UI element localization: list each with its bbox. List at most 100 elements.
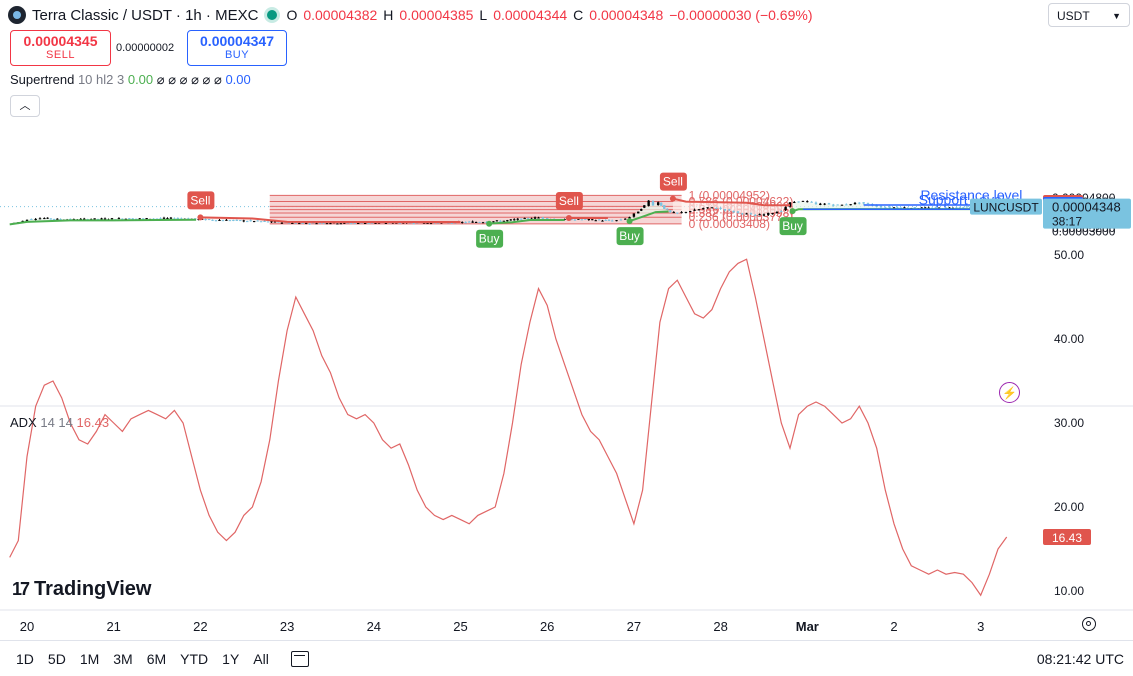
range-ytd[interactable]: YTD — [180, 650, 209, 667]
time-axis-label: 24 — [367, 619, 381, 634]
candle-body — [762, 214, 766, 216]
supertrend-legend[interactable]: Supertrend 10 hl2 3 0.00 ⌀ ⌀ ⌀ ⌀ ⌀ ⌀ 0.0… — [10, 72, 251, 88]
candle-body — [693, 209, 696, 211]
chart-canvas[interactable]: 1 (0.00004952)0.786 (0.00004622)0.618 (0… — [0, 0, 1133, 640]
candle-body — [426, 222, 429, 224]
candle-body — [353, 222, 356, 224]
candle-body — [360, 222, 363, 224]
candle-body — [166, 218, 169, 220]
candle-body — [46, 217, 49, 219]
candle-body — [43, 218, 46, 220]
candle-body — [398, 222, 402, 224]
candle-body — [563, 218, 566, 220]
range-6m[interactable]: 6M — [146, 650, 167, 667]
candle-body — [481, 222, 485, 224]
candle-body — [30, 219, 33, 221]
candle-body — [287, 222, 291, 224]
range-5d[interactable]: 5D — [47, 650, 66, 667]
symbol-title[interactable]: Terra Classic / USDT · 1h · MEXC — [32, 6, 259, 24]
candle-body — [607, 219, 611, 221]
candle-body — [523, 217, 526, 219]
currency-select[interactable]: USDT ▼ — [1048, 3, 1130, 27]
candle-body — [218, 219, 221, 221]
candle-body — [69, 218, 72, 220]
candle-body — [519, 218, 523, 220]
candle-body — [131, 218, 134, 220]
candle-body — [232, 219, 235, 221]
calendar-range-icon[interactable] — [290, 650, 309, 667]
candle-body — [899, 207, 903, 209]
adx-axis-label: 50.00 — [1054, 248, 1084, 262]
gear-icon[interactable] — [1082, 617, 1096, 631]
candle-body — [845, 204, 848, 206]
range-1m[interactable]: 1M — [79, 650, 100, 667]
collapse-legend-button[interactable]: ︿ — [10, 95, 40, 117]
lightning-icon[interactable]: ⚡ — [999, 382, 1020, 403]
candle-body — [637, 211, 640, 214]
candle-body — [706, 207, 709, 209]
candle-body — [270, 221, 273, 223]
candle-body — [823, 203, 826, 205]
candle-body — [110, 218, 114, 220]
fibonacci-retracement[interactable]: 1 (0.00004952)0.786 (0.00004622)0.618 (0… — [269, 188, 794, 231]
candle-body — [339, 223, 343, 225]
signal-dot — [565, 214, 572, 221]
range-1y[interactable]: 1Y — [222, 650, 240, 667]
candle-body — [239, 220, 242, 222]
time-axis-label: 2 — [890, 619, 897, 634]
last-price-text: 0.00004348 — [1052, 200, 1121, 215]
candle-body — [754, 214, 757, 216]
candle-body — [176, 218, 180, 220]
tradingview-logo[interactable]: 17 TradingView — [12, 578, 151, 601]
chevron-down-icon: ▼ — [1112, 11, 1121, 21]
buy-button[interactable]: 0.00004347 BUY — [187, 30, 287, 66]
candle-body — [225, 219, 228, 221]
candle-body — [256, 220, 259, 222]
candle-body — [311, 222, 315, 224]
symbol-tag-text: LUNCUSDT — [973, 201, 1039, 215]
buy-signal-label: Buy — [479, 232, 500, 246]
adx-legend[interactable]: ADX 14 14 16.43 — [10, 415, 109, 430]
candle-body — [211, 219, 214, 221]
candle-body — [797, 201, 800, 203]
candle-body — [374, 222, 377, 224]
candle-body — [684, 211, 688, 213]
candle-body — [100, 218, 103, 220]
candle-body — [580, 219, 584, 221]
candle-body — [377, 222, 381, 224]
candle-body — [56, 218, 59, 220]
fib-level-label: 0 (0.00003408) — [689, 217, 770, 231]
candle-body — [810, 201, 813, 203]
signal-dot — [486, 220, 493, 227]
range-1d[interactable]: 1D — [16, 650, 34, 667]
candle-body — [474, 221, 478, 223]
candle-body — [93, 218, 96, 220]
candle-body — [924, 207, 927, 209]
brand-name: TradingView — [34, 578, 152, 600]
adx-line — [9, 258, 1008, 597]
adx-axis-label: 10.00 — [1054, 584, 1084, 598]
candle-body — [350, 223, 353, 225]
candle-body — [632, 213, 636, 217]
candle-body — [702, 208, 705, 210]
candle-body — [96, 218, 100, 220]
candle-body — [25, 219, 29, 221]
range-3m[interactable]: 3M — [113, 650, 133, 667]
candle-body — [422, 222, 426, 224]
sell-button[interactable]: 0.00004345 SELL — [10, 30, 111, 66]
candle-body — [318, 222, 322, 224]
range-all[interactable]: All — [253, 650, 269, 667]
candle-body — [266, 221, 270, 223]
candle-body — [370, 222, 374, 224]
candle-body — [903, 207, 906, 209]
candle-body — [958, 207, 962, 209]
adx-axis-label: 30.00 — [1054, 416, 1084, 430]
candle-body — [291, 222, 294, 224]
candle-body — [591, 219, 594, 221]
adx-name: ADX — [10, 415, 37, 430]
candle-body — [356, 223, 360, 225]
utc-clock[interactable]: 08:21:42 UTC — [1036, 651, 1124, 667]
axes: 0.000048000.000046000.000044000.00004200… — [20, 191, 1131, 634]
low-value: 0.00004344 — [493, 7, 568, 23]
candle-body — [594, 220, 597, 222]
